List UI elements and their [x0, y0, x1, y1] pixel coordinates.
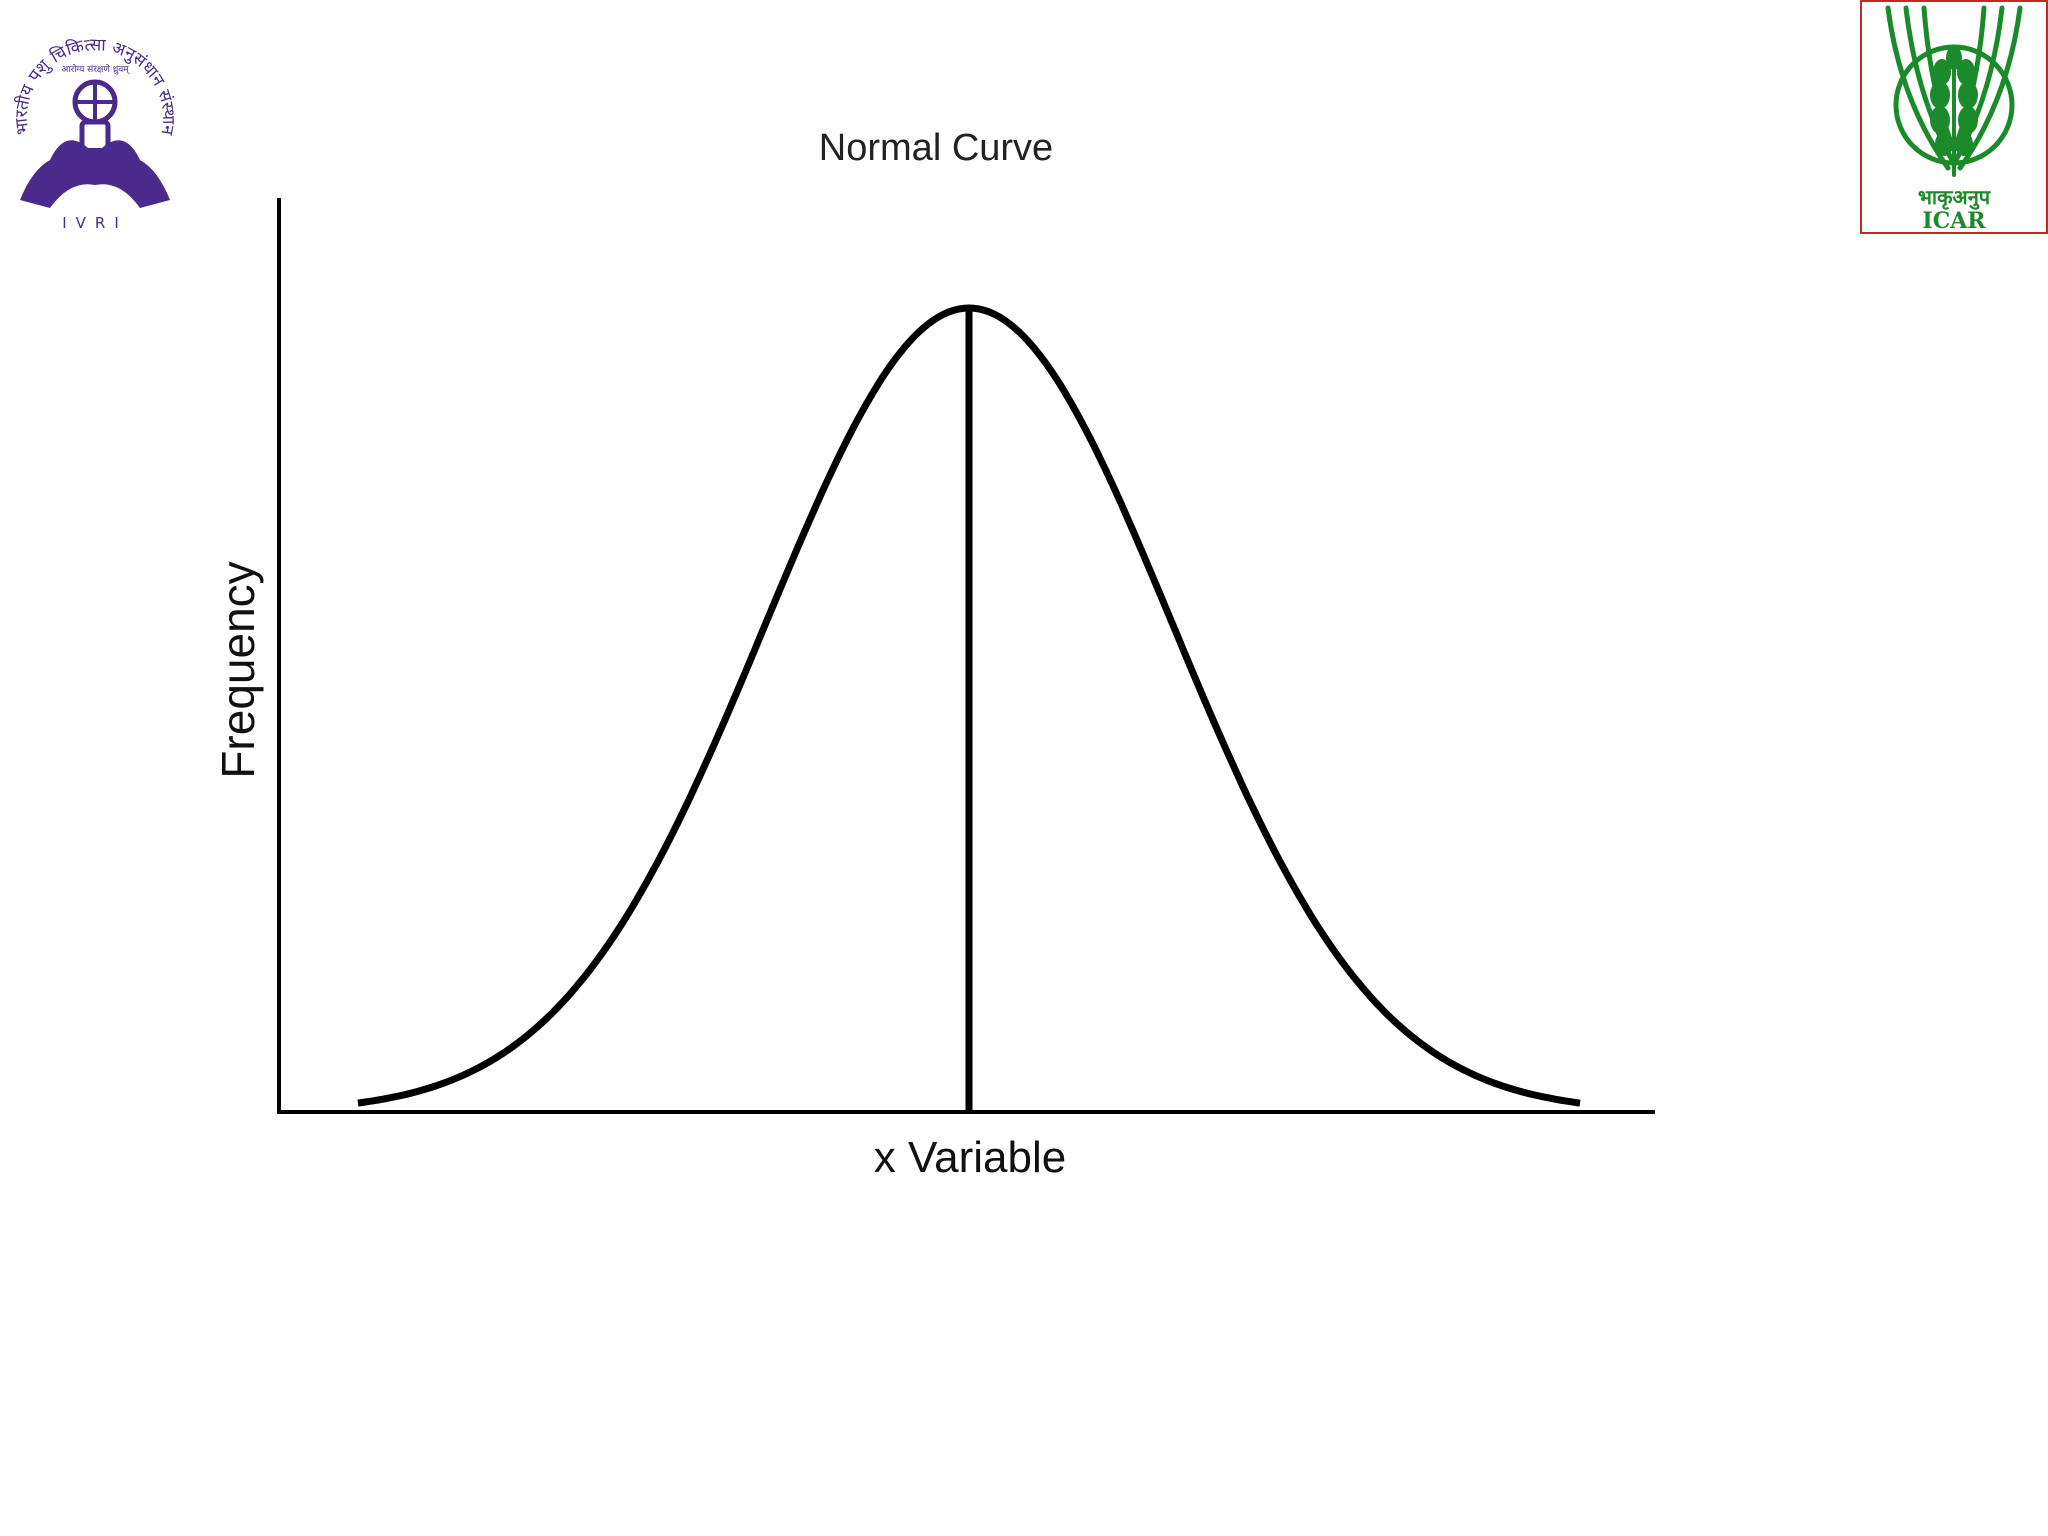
- icar-hindi-name: भाकृअनुप: [1918, 185, 1992, 210]
- x-axis-label: x Variable: [874, 1133, 1066, 1182]
- chart-title: Normal Curve: [819, 127, 1053, 169]
- icar-grain-icon: [1930, 46, 1978, 156]
- series-layer: [357, 304, 1581, 1112]
- ivri-emblem-icon: [20, 79, 170, 208]
- icar-abbr: ICAR: [1922, 208, 1986, 234]
- ivri-motto: आरोग्य संरक्षणे ध्रुवम्: [61, 63, 130, 75]
- y-axis-label: Frequency: [212, 561, 264, 778]
- icar-logo: भाकृअनुप ICAR: [1860, 0, 2048, 234]
- ivri-logo: भारतीय पशु चिकित्सा अनुसंधान संस्थान आरो…: [11, 35, 178, 230]
- ivri-abbr: IVRI: [62, 214, 128, 230]
